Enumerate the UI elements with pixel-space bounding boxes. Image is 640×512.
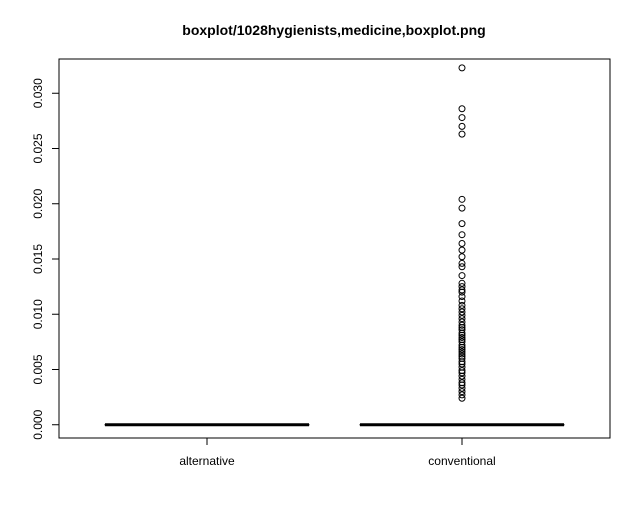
y-tick-label: 0.025 xyxy=(31,133,45,163)
outlier-point xyxy=(458,64,466,72)
outlier-point xyxy=(458,240,466,248)
outlier-point xyxy=(458,331,466,339)
outlier-point xyxy=(458,308,466,316)
x-tick-label: conventional xyxy=(428,454,495,468)
x-axis: alternative conventional xyxy=(179,438,496,468)
outlier-point xyxy=(458,343,466,351)
chart-title: boxplot/1028hygienists,medicine,boxplot.… xyxy=(182,22,485,38)
outlier-point xyxy=(458,301,466,309)
outlier-point xyxy=(458,360,466,368)
outlier-point xyxy=(458,231,466,239)
y-tick-label: 0.005 xyxy=(31,354,45,384)
outlier-point xyxy=(458,321,466,329)
plot-frame xyxy=(58,58,611,439)
outlier-point xyxy=(458,391,466,399)
outlier-point xyxy=(458,341,466,349)
outlier-point xyxy=(458,369,466,377)
outlier-point xyxy=(458,253,466,261)
outlier-point xyxy=(458,279,466,287)
outlier-point xyxy=(458,195,466,203)
outlier-point xyxy=(458,315,466,323)
outlier-point xyxy=(458,381,466,389)
y-tick-label: 0.030 xyxy=(31,78,45,108)
outlier-point xyxy=(458,388,466,396)
y-tick-label: 0.010 xyxy=(31,299,45,329)
outlier-point xyxy=(458,394,466,402)
outlier-point xyxy=(458,311,466,319)
outlier-point xyxy=(458,105,466,113)
outlier-point xyxy=(458,220,466,228)
outlier-point xyxy=(458,293,466,301)
outlier-point xyxy=(458,384,466,392)
outlier-point xyxy=(458,263,466,271)
outlier-point xyxy=(458,350,466,358)
y-tick-label: 0.020 xyxy=(31,188,45,218)
outlier-point xyxy=(458,329,466,337)
y-tick-label: 0.000 xyxy=(31,409,45,439)
outlier-point xyxy=(458,246,466,254)
box-group xyxy=(104,64,565,427)
outlier-point xyxy=(458,114,466,122)
outlier-point xyxy=(458,372,466,380)
outlier-point xyxy=(458,346,466,354)
y-axis: 0.000 0.005 0.010 0.015 0.020 0.025 0.030 xyxy=(31,78,60,440)
outlier-point xyxy=(458,348,466,356)
outlier-point xyxy=(458,130,466,138)
outlier-point xyxy=(458,122,466,130)
outlier-point xyxy=(458,259,466,267)
outlier-point xyxy=(458,204,466,212)
outlier-point xyxy=(458,297,466,305)
outlier-point xyxy=(458,272,466,280)
y-tick-label: 0.015 xyxy=(31,244,45,274)
outlier-point xyxy=(458,305,466,313)
outlier-point xyxy=(458,333,466,341)
x-tick-label: alternative xyxy=(179,454,235,468)
box-conventional xyxy=(359,64,565,427)
outlier-point xyxy=(458,286,466,294)
outlier-point xyxy=(458,288,466,296)
